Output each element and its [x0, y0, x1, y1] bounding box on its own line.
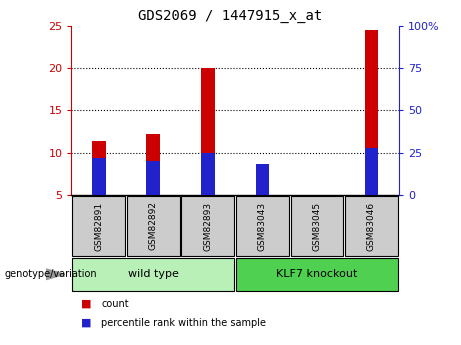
Bar [147, 161, 160, 195]
Text: GSM82891: GSM82891 [94, 201, 103, 250]
Text: wild type: wild type [128, 269, 179, 279]
Bar [201, 152, 215, 195]
Bar [255, 191, 269, 195]
Text: genotype/variation: genotype/variation [5, 269, 97, 279]
Text: ■: ■ [81, 318, 91, 327]
Text: percentile rank within the sample: percentile rank within the sample [101, 318, 266, 327]
Bar [147, 134, 160, 195]
Polygon shape [46, 269, 65, 279]
Text: GSM83043: GSM83043 [258, 201, 267, 250]
Bar [92, 158, 106, 195]
Text: KLF7 knockout: KLF7 knockout [276, 269, 358, 279]
Bar [255, 165, 269, 195]
Text: GDS2069 / 1447915_x_at: GDS2069 / 1447915_x_at [138, 9, 323, 23]
Bar [365, 148, 378, 195]
Text: GSM83046: GSM83046 [367, 201, 376, 250]
Bar [365, 30, 378, 195]
Text: GSM82892: GSM82892 [149, 201, 158, 250]
Text: ■: ■ [81, 299, 91, 308]
Bar [201, 68, 215, 195]
Bar [92, 141, 106, 195]
Text: count: count [101, 299, 129, 308]
Text: GSM82893: GSM82893 [203, 201, 213, 250]
Text: GSM83045: GSM83045 [313, 201, 321, 250]
